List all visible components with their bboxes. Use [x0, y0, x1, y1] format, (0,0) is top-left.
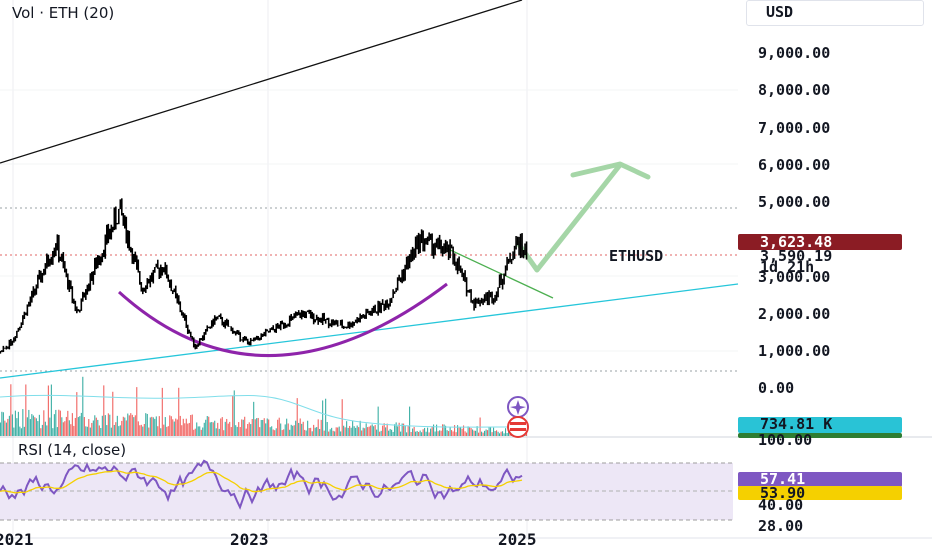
volume-value: 734.81 K — [760, 415, 833, 433]
long-trend-line[interactable] — [0, 0, 523, 164]
rsi-axis-label: 100.00 — [758, 431, 813, 449]
volume-indicator-title[interactable]: Vol · ETH (20) — [12, 4, 115, 22]
price-candles — [0, 198, 528, 354]
last-price-value: 3,623.48 — [760, 233, 833, 251]
price-axis-label: 2,000.00 — [758, 305, 831, 323]
time-axis-label: 2021 — [0, 530, 34, 549]
symbol-label: ETHUSD — [609, 247, 664, 265]
price-axis-label: 3,000.00 — [758, 268, 831, 286]
last-price-tag — [738, 234, 902, 250]
price-axis-label: 0.00 — [758, 379, 795, 397]
price-axis-label: 5,000.00 — [758, 193, 831, 211]
event-flag-icon[interactable] — [507, 416, 529, 438]
currency-label[interactable]: USD — [766, 3, 794, 21]
time-axis-label: 2025 — [498, 530, 537, 549]
price-axis-label: 7,000.00 — [758, 119, 831, 137]
rsi-axis-label: 28.00 — [758, 517, 804, 535]
currency-button-frame[interactable] — [746, 0, 924, 26]
rsi-value-tag — [738, 472, 902, 487]
price-axis-label: 8,000.00 — [758, 81, 831, 99]
current-price-value: 3,590.19 — [760, 247, 833, 265]
rsi-ma-value: 53.90 — [760, 484, 806, 502]
countdown-label: 1d 21h — [760, 258, 815, 276]
rsi-value: 57.41 — [760, 470, 806, 488]
rsi-ma-line — [0, 470, 523, 494]
rsi-indicator-title[interactable]: RSI (14, close) — [18, 441, 127, 459]
time-axis-label: 2023 — [230, 530, 269, 549]
volume-tag — [738, 417, 902, 433]
cup-pattern-curve[interactable] — [117, 282, 448, 357]
price-axis-label: 6,000.00 — [758, 156, 831, 174]
rsi-axis-label: 40.00 — [758, 496, 804, 514]
event-purple-icon-star — [510, 400, 526, 415]
price-axis-label: 9,000.00 — [758, 44, 831, 62]
volume-ma-line — [0, 394, 528, 428]
volume-ma-tag — [738, 433, 902, 438]
rsi-ma-tag — [738, 486, 902, 500]
wedge-trend-line[interactable] — [445, 247, 554, 299]
event-flag-icon-stripe — [510, 422, 526, 425]
price-axis-label: 1,000.00 — [758, 342, 831, 360]
event-flag-icon-stripe — [510, 428, 526, 431]
